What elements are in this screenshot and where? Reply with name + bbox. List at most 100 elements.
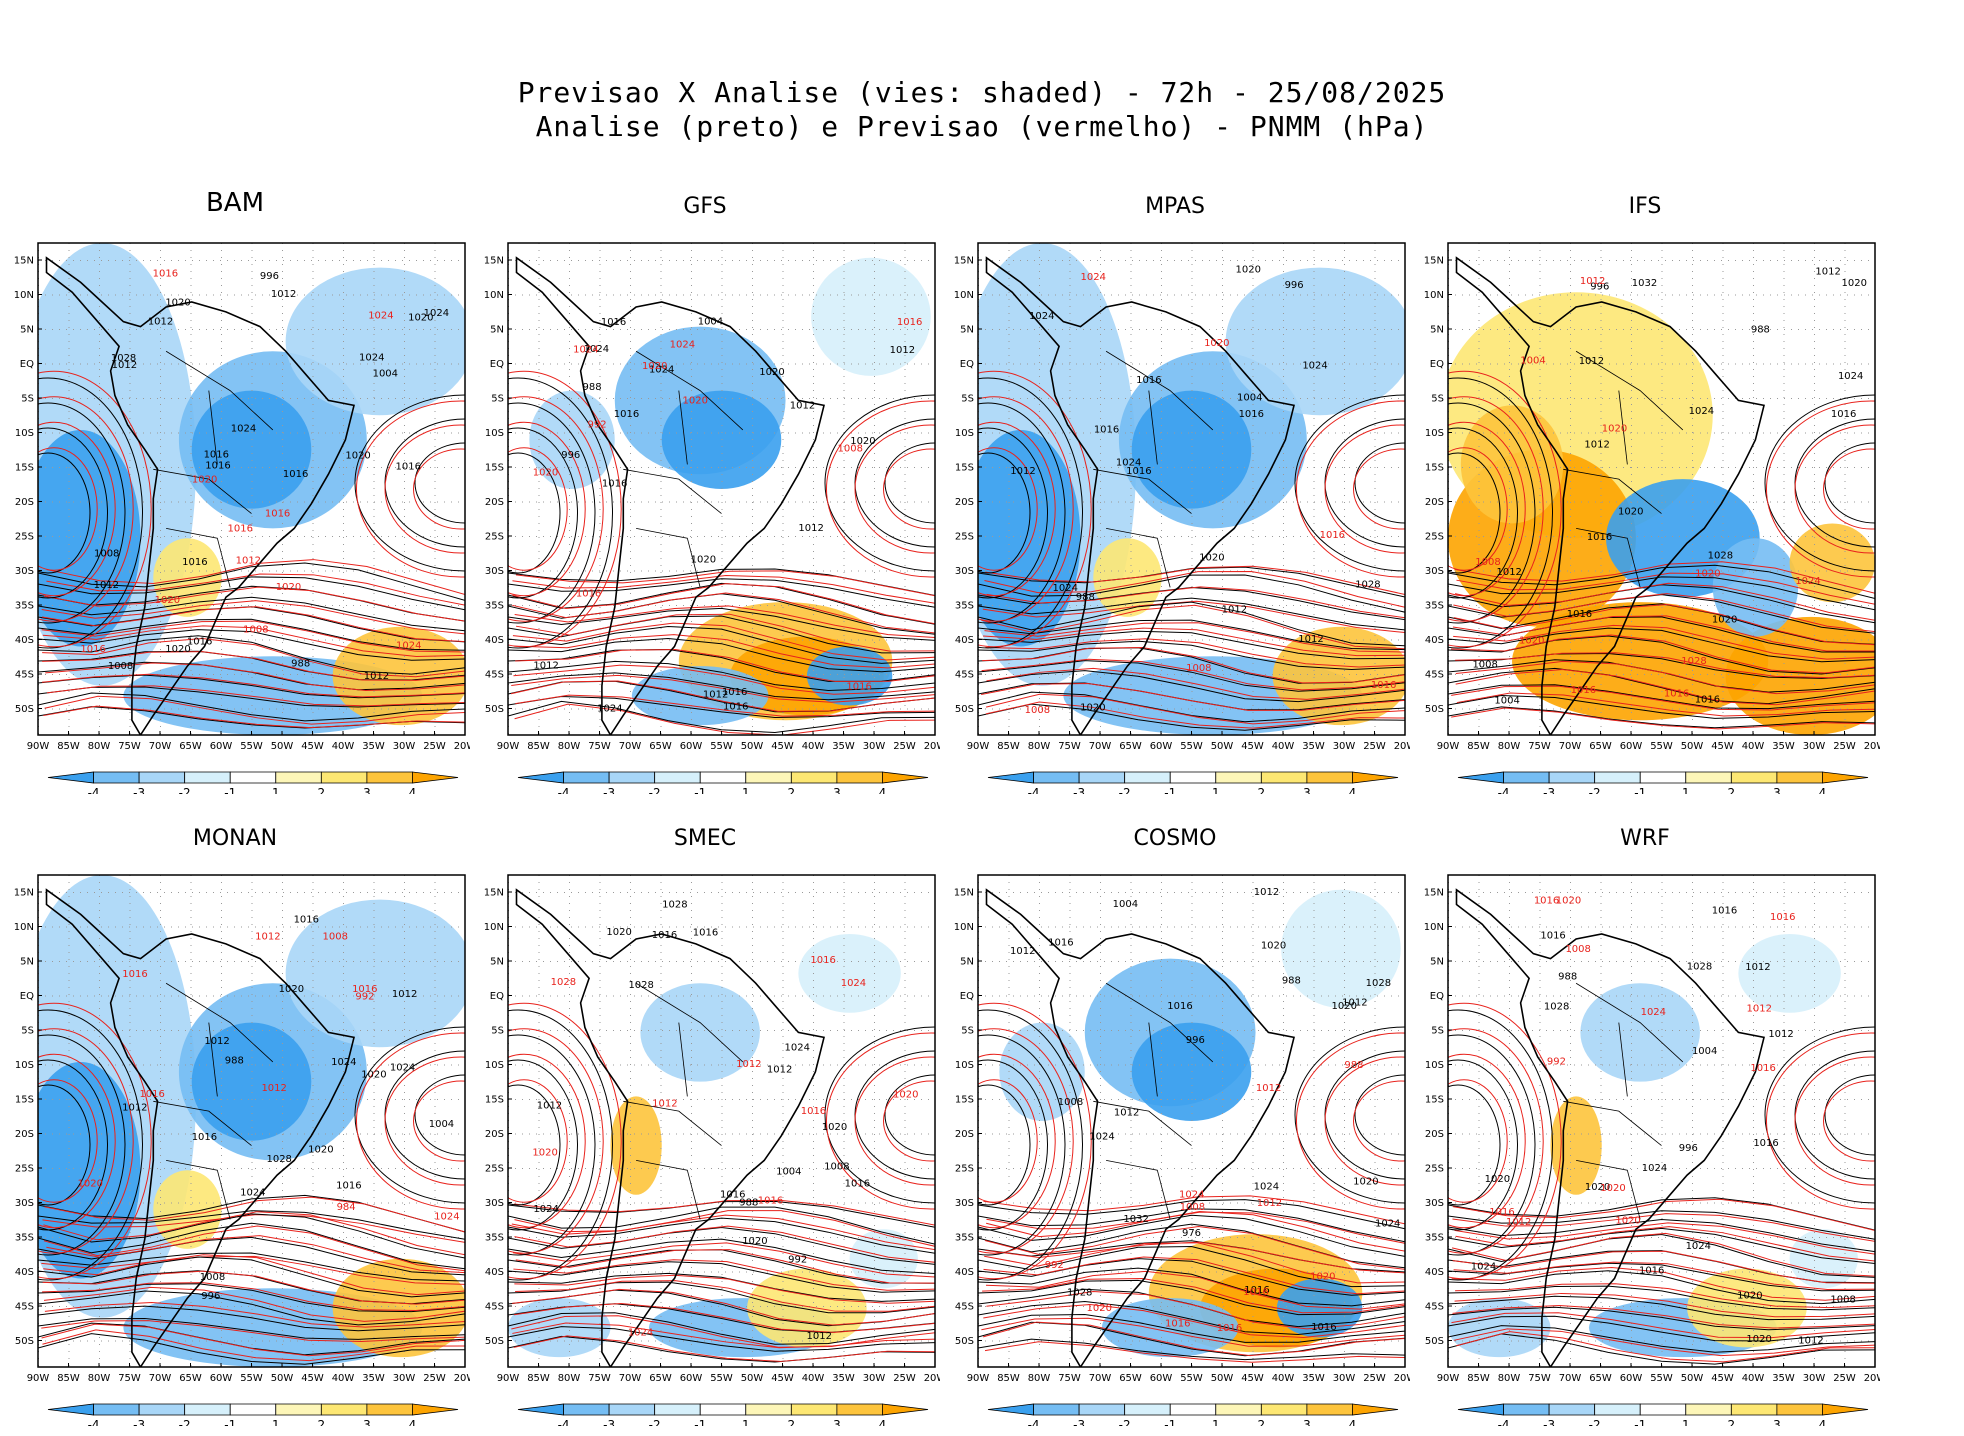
figure-title: Previsao X Analise (vies: shaded) - 72h … [0, 76, 1964, 144]
forecast-contour-label: 1016 [227, 524, 252, 535]
analysis-contour-label: 1016 [182, 557, 207, 568]
colorbar: -4 -3 -2 -1 1 2 3 4 [987, 771, 1399, 794]
analysis-isobar [38, 629, 465, 661]
forecast-isobar [986, 1211, 1405, 1252]
analysis-isobar [508, 1059, 578, 1231]
analysis-isobar [508, 1312, 935, 1345]
colorbar-segment [790, 771, 838, 784]
forecast-isobar [42, 651, 465, 681]
country-border [678, 1022, 688, 1097]
bias-shading [38, 429, 141, 647]
lat-tick-label: 5N [490, 957, 504, 968]
lon-tick-label: 90W [27, 741, 50, 752]
panel-monan: MONAN 1016 1012 1012 1016 1020 1024 1020 1024 101… [0, 826, 470, 1426]
lon-tick-label: 90W [497, 1373, 520, 1384]
forecast-isobar [1452, 1198, 1875, 1232]
analysis-isobar [978, 1034, 1066, 1256]
analysis-isobar [508, 672, 935, 701]
analysis-contour-label: 1024 [1116, 458, 1141, 469]
analysis-contour-label: 1008 [1830, 1294, 1855, 1305]
analysis-contour-label: 1016 [1239, 409, 1264, 420]
analysis-contour-label: 1012 [798, 523, 823, 534]
analysis-contour-label: 1024 [331, 1057, 356, 1068]
lon-tick-label: 45W [1241, 741, 1264, 752]
lon-tick-label: 35W [1302, 741, 1325, 752]
analysis-contour-label: 1024 [1089, 1132, 1114, 1143]
analysis-contour-label: 1012 [767, 1065, 792, 1076]
lon-tick-label: 75W [588, 1373, 611, 1384]
lon-tick-label: 75W [1528, 1373, 1551, 1384]
lon-tick-label: 80W [558, 1373, 581, 1384]
lat-tick-label: 5S [21, 394, 34, 405]
analysis-contour-label: 1024 [1302, 360, 1327, 371]
forecast-contour-label: 1024 [628, 1328, 653, 1339]
lat-tick-label: 50S [15, 704, 34, 715]
lat-tick-label: 25S [485, 1164, 504, 1175]
lon-tick-label: 70W [619, 741, 642, 752]
analysis-contour-label: 1012 [537, 1101, 562, 1112]
lat-tick-label: 5S [1431, 1026, 1444, 1037]
isobars [1448, 370, 1875, 730]
analysis-isobar [508, 625, 935, 664]
analysis-contour-label: 1016 [601, 317, 626, 328]
colorbar-label: -1 [694, 1418, 706, 1426]
forecast-isobar [1451, 685, 1875, 711]
colorbar-label: -3 [603, 1418, 615, 1426]
country-border [1563, 468, 1662, 514]
analysis-contour-label: 1024 [1375, 1218, 1400, 1229]
forecast-isobar [983, 627, 1405, 657]
analysis-contour-label: 1020 [742, 1236, 767, 1247]
analysis-isobar [1448, 1333, 1875, 1365]
colorbar-segment [47, 1403, 94, 1416]
analysis-contour-label: 1028 [1067, 1287, 1092, 1298]
forecast-isobar [982, 1277, 1405, 1314]
panel-title: IFS [1628, 194, 1662, 219]
analysis-isobar [1448, 1325, 1875, 1353]
colorbar-segment [1215, 771, 1262, 784]
analysis-isobar [1448, 1227, 1875, 1264]
analysis-contour-label: 1016 [693, 927, 718, 938]
lon-tick-label: 40W [332, 741, 355, 752]
lat-tick-label: EQ [490, 991, 504, 1002]
colorbar-segment [275, 771, 322, 784]
forecast-isobar [511, 1214, 935, 1251]
lon-tick-label: 90W [1437, 741, 1460, 752]
panel-wrf: WRF 1016 1012 1016 1012 1016 1020 1020 1024 1020 1… [1410, 826, 1880, 1426]
colorbar-segment [608, 771, 656, 784]
continent-outline [1455, 256, 1765, 735]
bias-shading [285, 267, 465, 416]
forecast-isobar [985, 693, 1405, 725]
analysis-isobar [508, 1084, 561, 1206]
colorbar: -4 -3 -2 -1 1 2 3 4 [47, 771, 459, 794]
forecast-isobar [508, 396, 604, 622]
bias-shading [153, 1170, 222, 1249]
forecast-isobar [985, 638, 1405, 668]
bias-shading [1789, 1229, 1858, 1289]
forecast-isobar [38, 1002, 152, 1280]
forecast-isobar [982, 600, 1405, 634]
forecast-isobar [515, 1280, 935, 1312]
forecast-isobar [1455, 652, 1875, 679]
forecast-contour-label: 1012 [1256, 1083, 1281, 1094]
analysis-contour-label: 1012 [1010, 466, 1035, 477]
analysis-isobar [354, 1026, 465, 1204]
forecast-isobar [514, 605, 935, 639]
colorbar-label: -4 [1028, 786, 1040, 794]
forecast-contour-label: 1012 [736, 1059, 761, 1070]
analysis-contour-label: 1012 [1815, 267, 1840, 278]
analysis-contour-label: 1012 [1222, 604, 1247, 615]
colorbar-label: 2 [1258, 786, 1266, 794]
forecast-contour-label: 1012 [255, 932, 280, 943]
colorbar-segment [1260, 1403, 1308, 1416]
colorbar-label: -4 [1028, 1418, 1040, 1426]
forecast-isobar [1448, 1053, 1526, 1229]
colorbar-label: 4 [1349, 1418, 1357, 1426]
forecast-isobar [1453, 624, 1875, 660]
analysis-isobar [1294, 394, 1405, 572]
forecast-isobar [508, 421, 586, 597]
lon-tick-label: 55W [710, 1373, 733, 1384]
lat-tick-label: 25S [1425, 532, 1444, 543]
forecast-isobar [43, 705, 465, 729]
analysis-contour-label: 1020 [1236, 265, 1261, 276]
forecast-isobar [513, 634, 935, 669]
